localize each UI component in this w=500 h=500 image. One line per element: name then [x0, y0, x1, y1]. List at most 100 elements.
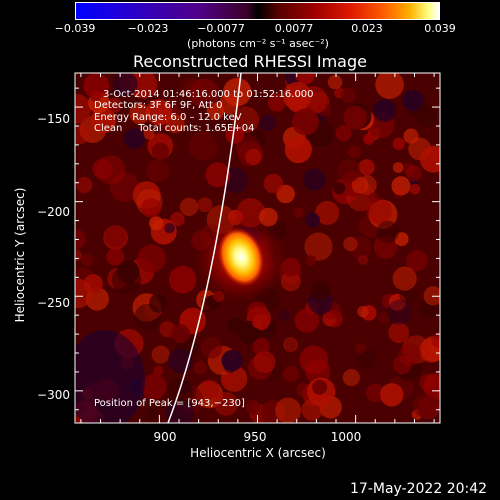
texture-speckle: [259, 114, 276, 132]
texture-speckle: [392, 162, 404, 173]
texture-speckle: [423, 373, 440, 400]
texture-speckle: [295, 73, 316, 85]
texture-speckle: [164, 222, 175, 234]
energy-range-label: Energy Range: 6.0 – 12.0 keV: [94, 112, 242, 123]
texture-speckle: [75, 94, 92, 124]
texture-speckle: [223, 361, 236, 374]
texture-speckle: [337, 159, 361, 183]
texture-speckle: [225, 124, 245, 144]
x-tick-label: 950: [243, 430, 267, 444]
texture-speckle: [199, 379, 220, 400]
texture-speckle: [366, 198, 392, 224]
texture-speckle: [189, 78, 219, 108]
texture-speckle: [282, 81, 312, 111]
texture-speckle: [296, 383, 311, 397]
texture-speckle: [141, 198, 162, 218]
texture-speckle: [305, 212, 320, 228]
peak-position-label: Position of Peak = [943,−230]: [94, 398, 245, 409]
texture-speckle: [420, 146, 440, 173]
texture-speckle: [373, 99, 397, 122]
texture-speckle: [197, 197, 213, 213]
texture-speckle: [104, 225, 127, 248]
texture-speckle: [226, 317, 243, 333]
texture-speckle: [165, 114, 185, 133]
colorbar-tick-label: 0.039: [424, 22, 456, 35]
texture-speckle: [145, 99, 172, 126]
texture-speckle: [312, 379, 328, 395]
texture-speckle: [146, 159, 169, 183]
texture-speckle: [280, 271, 301, 292]
texture-speckle: [141, 374, 167, 400]
texture-speckle: [106, 247, 125, 266]
texture-speckle: [412, 392, 438, 418]
texture-speckle: [282, 337, 298, 353]
texture-speckle: [149, 293, 168, 313]
texture-speckle: [302, 168, 326, 191]
texture-speckle: [423, 286, 440, 306]
texture-speckle: [365, 383, 385, 403]
texture-speckle: [305, 255, 317, 266]
texture-speckle: [144, 406, 159, 421]
texture-speckle: [403, 128, 419, 144]
texture-speckle: [165, 397, 195, 423]
texture-speckle: [109, 172, 140, 203]
y-axis-label: Heliocentric Y (arcsec): [13, 187, 27, 323]
texture-speckle: [402, 89, 424, 111]
time-range-label: 3-Oct-2014 01:46:16.000 to 01:52:16.000: [103, 89, 314, 100]
texture-speckle: [90, 107, 117, 134]
texture-speckle: [291, 108, 319, 136]
texture-speckle: [222, 374, 234, 386]
texture-speckle: [327, 74, 343, 90]
texture-speckle: [357, 349, 377, 369]
texture-speckle: [80, 254, 94, 267]
texture-speckle: [357, 305, 369, 318]
x-axis-label: Heliocentric X (arcsec): [190, 446, 326, 460]
timestamp: 17-May-2022 20:42: [350, 481, 488, 497]
colorbar-tick-label: −0.023: [127, 22, 169, 35]
texture-speckle: [193, 360, 208, 375]
texture-speckle: [112, 73, 138, 97]
texture-speckle: [75, 249, 82, 262]
texture-speckle: [380, 383, 404, 407]
texture-speckle: [406, 250, 428, 272]
texture-speckle: [311, 280, 331, 300]
texture-speckle: [171, 324, 191, 344]
texture-speckle: [96, 155, 126, 185]
texture-speckle: [170, 212, 185, 227]
colorbar-tick-label: 0.0077: [274, 22, 314, 35]
texture-speckle: [393, 355, 412, 375]
texture-speckle: [392, 266, 417, 291]
texture-speckle: [332, 181, 346, 195]
texture-speckle: [275, 397, 302, 423]
texture-speckle: [348, 236, 372, 259]
texture-speckle: [263, 173, 283, 194]
texture-speckle: [75, 229, 86, 249]
colorbar-tick-label: 0.023: [351, 22, 383, 35]
texture-speckle: [293, 207, 304, 218]
texture-speckle: [218, 93, 240, 115]
texture-speckle: [92, 158, 113, 180]
clean-counts-label: Clean Total counts: 1.65E+04: [94, 123, 255, 134]
peak-source: [218, 227, 264, 287]
texture-speckle: [419, 373, 437, 392]
low-intensity-region: [75, 330, 145, 423]
x-tick-label: 1000: [330, 430, 362, 444]
texture-speckle: [377, 312, 391, 325]
texture-speckle: [340, 87, 357, 104]
y-tick-label: −150: [37, 112, 70, 126]
y-tick-label: −200: [37, 205, 70, 219]
texture-speckle: [369, 192, 380, 203]
colorbar-tick-label: −0.0077: [197, 22, 245, 35]
heatmap-texture: [75, 73, 440, 423]
y-tick-label: −300: [37, 388, 70, 402]
texture-speckle: [387, 299, 413, 325]
texture-speckle: [351, 176, 369, 194]
texture-speckle: [388, 322, 410, 343]
texture-speckle: [358, 254, 369, 265]
texture-speckle: [391, 176, 411, 196]
texture-speckle: [253, 350, 276, 374]
texture-speckle: [376, 220, 399, 244]
texture-speckle: [205, 162, 231, 188]
texture-speckle: [299, 345, 329, 375]
